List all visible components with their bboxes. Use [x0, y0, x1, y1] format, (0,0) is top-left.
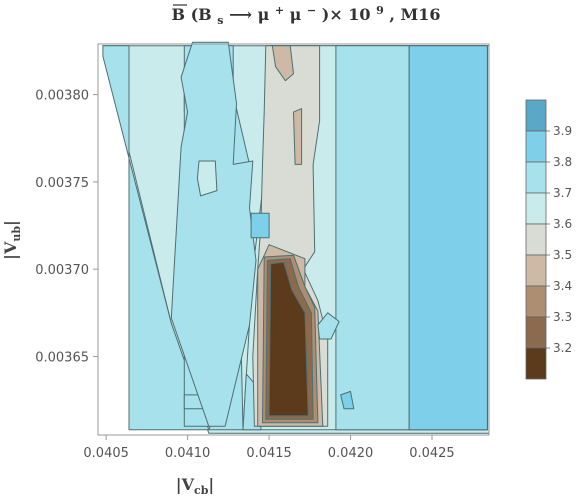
title-mu2: μ: [290, 5, 302, 24]
x-tick-label-2: 0.0415: [246, 446, 292, 461]
title-plus: +: [275, 4, 284, 17]
legend-swatch-7: [525, 316, 547, 349]
legend-swatch-4: [525, 223, 547, 256]
y-tick-label-3: 0.00380: [35, 89, 89, 104]
y-axis-label: |Vub|: [1, 220, 23, 260]
contour-region-11: [170, 41, 257, 427]
y-tick-label-0: 0.00365: [35, 350, 89, 365]
legend-swatch-6: [525, 285, 547, 318]
legend-label-3: 3.6: [553, 217, 572, 231]
title-base: B: [172, 5, 186, 24]
contour-region-14: [250, 212, 270, 239]
x-axis-label: |Vcb|: [176, 475, 214, 497]
title-minus: −: [307, 4, 316, 17]
contour-region-12: [196, 160, 218, 197]
chart-title: B (B s ⟶ μ + μ − )× 10 9 , M16: [172, 0, 441, 28]
x-tick-label-1: 0.0410: [165, 446, 211, 461]
legend-swatch-2: [525, 161, 547, 194]
contour-region-10: [408, 45, 488, 431]
title-tail: , M16: [389, 5, 440, 24]
y-tick-label-1: 0.00370: [35, 263, 89, 278]
x-tick-label-3: 0.0420: [328, 446, 374, 461]
legend-label-7: 3.2: [553, 341, 572, 355]
plot-frame: [97, 43, 490, 436]
legend-swatch-8: [525, 347, 547, 380]
title-close: )× 10: [322, 5, 371, 24]
legend-swatch-1: [525, 130, 547, 163]
legend-swatch-3: [525, 192, 547, 225]
contour-region-16: [293, 108, 303, 165]
legend-label-4: 3.5: [553, 248, 572, 262]
legend-swatch-5: [525, 254, 547, 287]
legend-label-0: 3.9: [553, 124, 572, 138]
title-exp: 9: [376, 4, 384, 17]
title-sub: s: [217, 14, 223, 27]
contour-region-21: [317, 312, 340, 340]
color-legend: 3.9 3.8 3.7 3.6 3.5 3.4 3.3 3.2: [525, 99, 572, 380]
y-tick-label-2: 0.00375: [35, 176, 89, 191]
title-arrow: ⟶ μ: [229, 5, 270, 24]
legend-label-2: 3.7: [553, 186, 572, 200]
contour-region-22: [340, 390, 355, 410]
x-tick-label-0: 0.0405: [83, 446, 129, 461]
contour-region-20: [268, 261, 309, 417]
legend-label-6: 3.3: [553, 310, 572, 324]
contour-region-15: [271, 45, 294, 82]
contour-region-6: [335, 45, 410, 431]
legend-label-5: 3.4: [553, 279, 572, 293]
legend-swatch-0: [525, 99, 547, 132]
axis-ticks: 0.0405 0.0410 0.0415 0.0420 0.0425 0.00365 0.0…: [35, 89, 454, 461]
x-tick-label-4: 0.0425: [409, 446, 455, 461]
legend-label-1: 3.8: [553, 155, 572, 169]
title-open: (B: [191, 5, 212, 24]
contour-regions: [102, 41, 490, 434]
